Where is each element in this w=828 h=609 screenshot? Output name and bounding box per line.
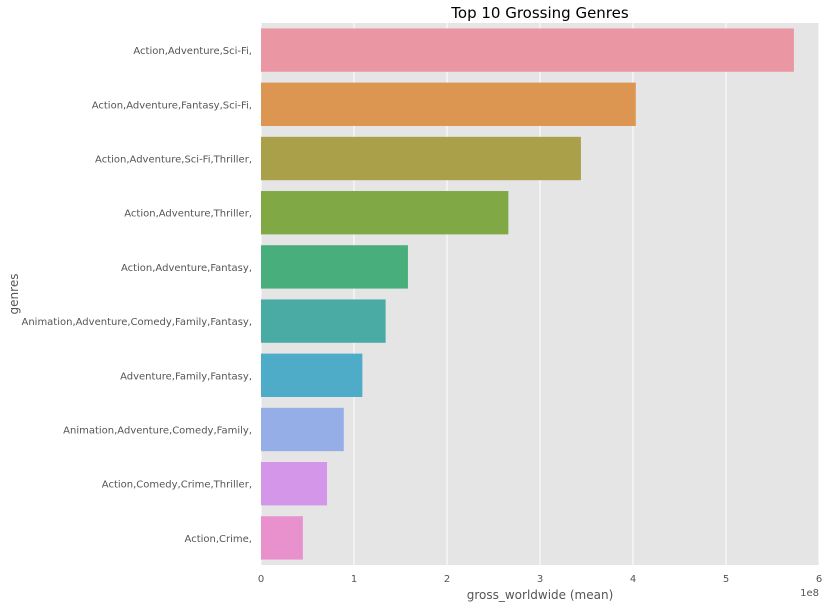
x-tick-label: 1: [351, 574, 357, 585]
y-tick-labels: Action,Adventure,Sci-Fi, Action,Adventure…: [21, 46, 252, 545]
y-tick-label: Action,Crime,: [185, 534, 252, 545]
y-tick-label: Action,Adventure,Fantasy,: [121, 263, 252, 274]
bars: [261, 28, 794, 560]
x-tick-label: 4: [630, 574, 636, 585]
y-tick-label: Animation,Adventure,Comedy,Family,Fantas…: [21, 317, 252, 328]
x-tick-label: 6: [816, 574, 822, 585]
x-tick-label: 5: [723, 574, 729, 585]
y-tick-label: Action,Adventure,Sci-Fi,Thriller,: [95, 155, 252, 166]
y-tick-label: Adventure,Family,Fantasy,: [120, 371, 252, 382]
bar: [261, 82, 636, 126]
bar: [261, 299, 386, 343]
bar: [261, 136, 581, 181]
bar: [261, 462, 328, 506]
bar: [261, 28, 794, 72]
y-tick-label: Action,Comedy,Crime,Thriller,: [102, 480, 252, 491]
bar: [261, 516, 303, 560]
y-tick-label: Action,Adventure,Thriller,: [124, 209, 252, 220]
x-tick-label: 2: [444, 574, 450, 585]
bar: [261, 353, 363, 397]
x-tick-label: 3: [537, 574, 543, 585]
x-tick-label: 0: [258, 574, 264, 585]
x-axis-label: gross_worldwide (mean): [467, 588, 614, 602]
bar: [261, 407, 344, 452]
y-axis-label: genres: [7, 274, 21, 315]
bar: [261, 191, 509, 235]
y-tick-label: Action,Adventure,Sci-Fi,: [133, 46, 252, 57]
y-tick-label: Action,Adventure,Fantasy,Sci-Fi,: [92, 100, 252, 111]
bar: [261, 245, 408, 289]
x-tick-labels: 0 1 2 3 4 5 6: [258, 574, 822, 585]
y-tick-label: Animation,Adventure,Comedy,Family,: [63, 426, 252, 437]
x-axis-offset-label: 1e8: [800, 588, 819, 599]
chart-title: Top 10 Grossing Genres: [450, 4, 629, 22]
